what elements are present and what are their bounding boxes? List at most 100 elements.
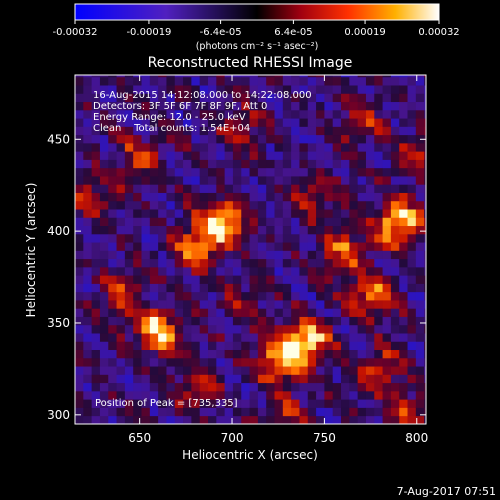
heatmap-cell: [149, 250, 159, 260]
heatmap-cell: [174, 390, 184, 400]
heatmap-cell: [282, 316, 292, 326]
heatmap-cell: [208, 142, 217, 152]
heatmap-cell: [307, 357, 317, 367]
heatmap-cell: [341, 324, 350, 334]
heatmap-cell: [390, 250, 400, 260]
heatmap-cell: [266, 374, 275, 384]
heatmap-cell: [424, 382, 426, 392]
heatmap-cell: [224, 407, 234, 417]
heatmap-cell: [149, 118, 159, 127]
heatmap-cell: [415, 291, 425, 301]
heatmap-cell: [274, 357, 284, 367]
heatmap-cell: [374, 101, 383, 111]
heatmap-cell: [282, 200, 292, 210]
heatmap-cell: [374, 151, 383, 160]
colorbar-tick-label: 6.4e-05: [274, 27, 312, 38]
heatmap-cell: [407, 93, 417, 103]
heatmap-cell: [365, 258, 375, 268]
heatmap-cell: [291, 316, 300, 326]
heatmap-cell: [266, 93, 275, 103]
heatmap-cell: [208, 76, 217, 86]
heatmap-cell: [365, 341, 375, 351]
heatmap-cell: [382, 109, 392, 119]
heatmap-cell: [174, 75, 184, 78]
heatmap-cell: [257, 167, 267, 177]
heatmap-cell: [415, 101, 425, 111]
heatmap-cell: [208, 118, 217, 127]
heatmap-cell: [282, 390, 292, 400]
heatmap-cell: [224, 85, 234, 94]
heatmap-cell: [174, 159, 184, 169]
heatmap-cell: [208, 357, 217, 367]
heatmap-cell: [390, 349, 400, 359]
heatmap-cell: [174, 407, 184, 417]
heatmap-cell: [158, 225, 167, 235]
heatmap-cell: [316, 258, 325, 268]
heatmap-cell: [324, 93, 334, 103]
heatmap-cell: [191, 109, 201, 119]
heatmap-cell: [399, 308, 408, 317]
heatmap-cell: [374, 308, 383, 317]
heatmap-cell: [216, 134, 226, 144]
heatmap-cell: [133, 258, 142, 268]
heatmap-cell: [149, 374, 159, 384]
heatmap-cell: [407, 275, 417, 284]
heatmap-cell: [174, 209, 184, 218]
heatmap-cell: [249, 134, 259, 144]
heatmap-cell: [149, 134, 159, 144]
heatmap-cell: [282, 176, 292, 185]
heatmap-cell: [307, 200, 317, 210]
heatmap-cell: [274, 366, 284, 375]
heatmap-cell: [407, 200, 417, 210]
heatmap-cell: [374, 366, 383, 375]
heatmap-cell: [232, 333, 242, 342]
heatmap-cell: [75, 101, 84, 111]
heatmap-cell: [316, 300, 325, 309]
heatmap-cell: [108, 357, 117, 367]
heatmap-cell: [75, 242, 84, 251]
heatmap-cell: [249, 390, 259, 400]
heatmap-cell: [216, 225, 226, 235]
heatmap-cell: [299, 118, 309, 127]
heatmap-cell: [158, 291, 167, 301]
heatmap-cell: [199, 333, 209, 342]
heatmap-cell: [133, 399, 142, 408]
heatmap-cell: [316, 75, 325, 78]
heatmap-cell: [191, 258, 201, 268]
heatmap-cell: [257, 225, 267, 235]
heatmap-cell: [174, 109, 184, 119]
heatmap-cell: [257, 134, 267, 144]
heatmap-cell: [183, 283, 192, 293]
heatmap-cell: [208, 324, 217, 334]
heatmap-cell: [183, 382, 192, 392]
heatmap-cell: [415, 390, 425, 400]
heatmap-cell: [224, 341, 234, 351]
heatmap-cell: [307, 349, 317, 359]
heatmap-cell: [349, 242, 359, 251]
heatmap-cell: [299, 192, 309, 202]
heatmap-cell: [199, 126, 209, 136]
heatmap-cell: [91, 167, 101, 177]
heatmap-cell: [307, 159, 317, 169]
heatmap-cell: [341, 151, 350, 160]
heatmap-cell: [307, 85, 317, 94]
heatmap-cell: [407, 76, 417, 86]
heatmap-cell: [91, 324, 101, 334]
heatmap-cell: [183, 209, 192, 218]
heatmap-cell: [232, 308, 242, 317]
heatmap-cell: [332, 233, 342, 243]
heatmap-cell: [133, 242, 142, 251]
heatmap-cell: [415, 341, 425, 351]
heatmap-cell: [332, 192, 342, 202]
heatmap-cell: [266, 76, 275, 86]
heatmap-cell: [174, 151, 184, 160]
heatmap-cell: [349, 283, 359, 293]
heatmap-cell: [174, 200, 184, 210]
heatmap-cell: [407, 85, 417, 94]
heatmap-cell: [407, 374, 417, 384]
heatmap-cell: [415, 142, 425, 152]
heatmap-cell: [249, 242, 259, 251]
heatmap-cell: [349, 316, 359, 326]
heatmap-cell: [241, 415, 250, 424]
heatmap-cell: [83, 109, 93, 119]
